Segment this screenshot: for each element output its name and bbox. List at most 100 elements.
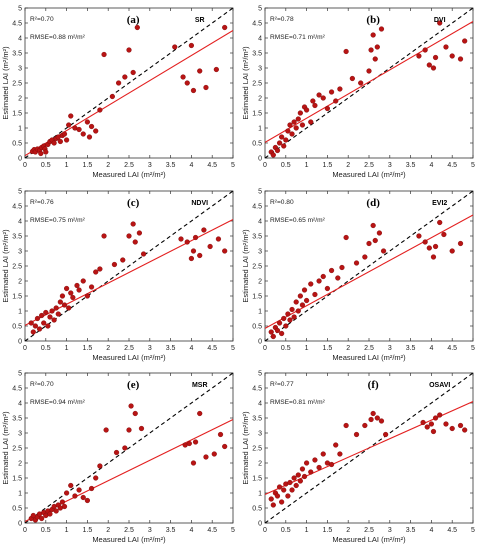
x-tick-label: 3.5 — [166, 345, 176, 352]
data-point — [76, 126, 82, 133]
y-tick-label: 0 — [18, 339, 22, 346]
data-point — [30, 329, 36, 335]
panel-evi2: 0 0.5 1 1.5 2 2.5 3 3.5 4 4.5 5 0 0.5 1 1.5 2 2.5 3 3.5 4 4.… — [241, 189, 475, 363]
data-point — [279, 499, 285, 505]
data-point — [287, 479, 293, 486]
data-point — [43, 309, 49, 316]
data-point — [449, 248, 455, 254]
data-point — [432, 415, 439, 421]
data-point — [222, 248, 228, 254]
y-tick-label: 3 — [258, 66, 262, 73]
panel-label: (e) — [127, 379, 140, 391]
data-point — [428, 421, 435, 427]
data-point — [301, 473, 308, 480]
data-point — [316, 464, 322, 471]
data-point — [34, 315, 41, 322]
data-point — [426, 245, 432, 251]
data-point — [281, 487, 287, 493]
data-point — [80, 278, 86, 284]
panel-ndvi: 0 0.5 1 1.5 2 2.5 3 3.5 4 4.5 5 0 0.5 1 1.5 2 2.5 3 3.5 4 4.… — [1, 189, 235, 363]
data-point — [293, 299, 299, 305]
y-tick-label: 0.5 — [12, 141, 22, 148]
y-tick-label: 2 — [18, 96, 22, 103]
data-point — [136, 230, 143, 236]
data-point — [97, 107, 103, 113]
r2-annotation: R²=0.78 — [270, 16, 294, 23]
y-tick-label: 1 — [18, 126, 22, 133]
y-tick-label: 4 — [18, 36, 22, 43]
data-point — [172, 44, 178, 50]
x-tick-label: 0 — [263, 527, 267, 534]
data-point — [291, 475, 297, 481]
data-point — [203, 454, 209, 460]
data-point — [68, 113, 74, 119]
data-point — [45, 323, 51, 329]
x-tick-label: 4 — [429, 345, 433, 352]
rmse-annotation: RMSE=0.81 m²/m² — [270, 399, 326, 406]
data-point — [335, 275, 341, 281]
y-tick-label: 2.5 — [252, 81, 262, 88]
x-axis-label: Measured LAI (m²/m²) — [332, 353, 406, 362]
x-tick-label: 4 — [189, 527, 193, 534]
y-tick-label: 3.5 — [12, 416, 22, 423]
y-tick-label: 2 — [258, 96, 262, 103]
data-point — [268, 329, 274, 335]
data-point — [103, 427, 109, 433]
data-point — [422, 239, 428, 245]
data-point — [270, 333, 276, 340]
fit-line — [25, 219, 233, 326]
y-tick-label: 1 — [258, 126, 262, 133]
data-point — [374, 44, 380, 50]
x-tick-label: 4.5 — [447, 162, 457, 169]
r2-annotation: R²=0.76 — [30, 199, 54, 206]
data-point — [343, 422, 349, 429]
y-tick-label: 3 — [18, 249, 22, 256]
x-tick-label: 3.5 — [406, 162, 416, 169]
x-tick-label: 0.5 — [281, 162, 291, 169]
data-point — [217, 431, 224, 438]
x-tick-label: 1 — [65, 162, 69, 169]
data-point — [203, 84, 209, 91]
x-tick-label: 4 — [429, 162, 433, 169]
data-point — [462, 38, 468, 44]
y-tick-label: 0.5 — [252, 141, 262, 148]
index-name: OSAVI — [429, 382, 450, 389]
data-point — [184, 80, 190, 86]
data-point — [222, 443, 228, 450]
panel-label: (a) — [127, 14, 140, 26]
data-point — [130, 69, 136, 76]
data-point — [178, 236, 184, 242]
data-point — [343, 234, 349, 241]
data-point — [337, 451, 343, 457]
data-point — [304, 107, 310, 113]
data-point — [293, 482, 299, 489]
x-tick-label: 1 — [305, 162, 309, 169]
x-tick-label: 2.5 — [124, 162, 134, 169]
data-point — [299, 122, 306, 128]
data-point — [86, 134, 93, 140]
data-point — [63, 285, 70, 292]
data-point — [59, 499, 66, 505]
panel-label: (d) — [366, 197, 380, 209]
data-point — [285, 128, 291, 134]
x-tick-label: 4 — [189, 345, 193, 352]
data-point — [324, 105, 331, 112]
data-point — [184, 239, 190, 245]
data-point — [430, 428, 437, 435]
y-tick-label: 1 — [258, 491, 262, 498]
data-point — [80, 131, 86, 137]
data-point — [462, 427, 468, 433]
y-tick-label: 4 — [18, 401, 22, 408]
y-tick-label: 1.5 — [252, 476, 262, 483]
x-tick-label: 5 — [471, 345, 475, 352]
y-axis-label: Estimated LAI (m²/m²) — [1, 229, 10, 303]
data-point — [66, 305, 72, 311]
rmse-annotation: RMSE=0.88 m²/m² — [30, 34, 86, 41]
data-point — [368, 416, 374, 423]
data-point — [320, 273, 326, 280]
data-point — [437, 20, 443, 26]
data-point — [299, 466, 306, 472]
data-point — [420, 419, 426, 426]
data-point — [76, 487, 82, 493]
x-axis-label: Measured LAI (m²/m²) — [92, 170, 166, 179]
